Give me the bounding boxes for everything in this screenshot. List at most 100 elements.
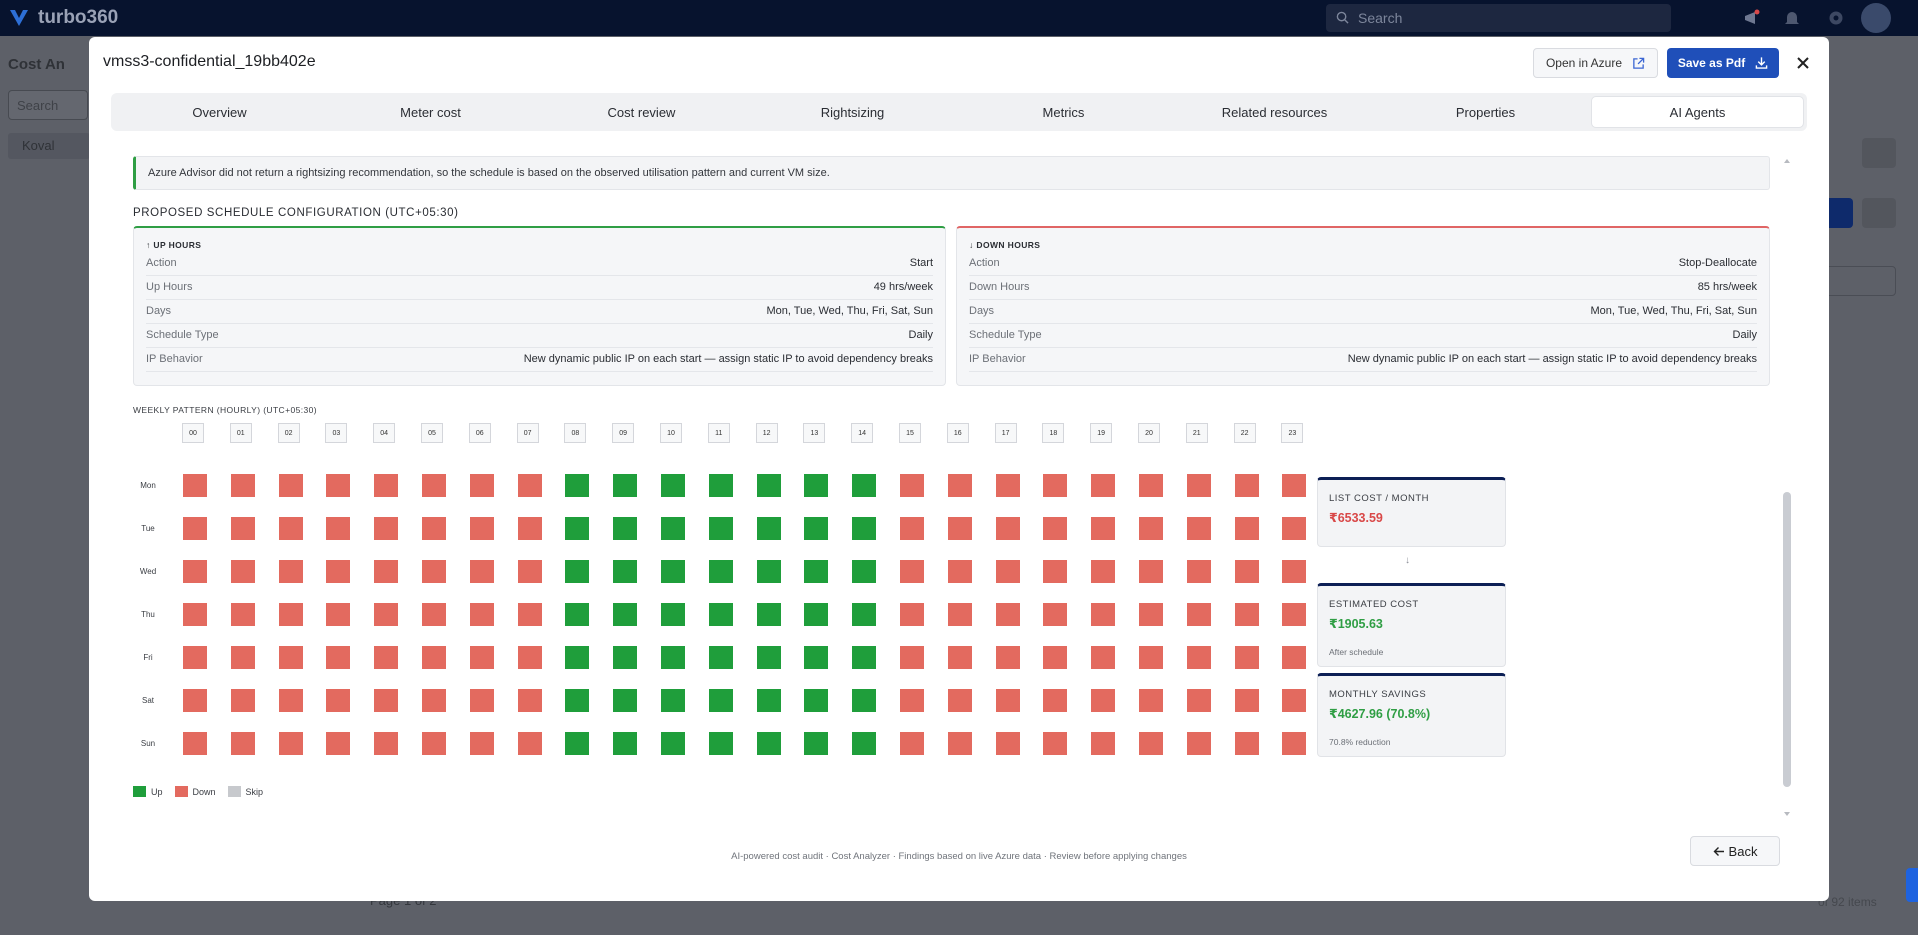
schedule-cell-down [1091,560,1116,583]
tab-cost-review[interactable]: Cost review [607,104,676,120]
hour-header: 03 [325,423,348,443]
schedule-cell-down [947,560,972,583]
schedule-cell-down [947,603,972,626]
schedule-cell-down [1282,732,1307,755]
schedule-cell-down [230,474,255,497]
up-row-hours: Up Hours 49 hrs/week [146,276,933,300]
schedule-cell-down [1043,732,1068,755]
schedule-cell-down [1091,603,1116,626]
help-tab[interactable] [1906,868,1918,902]
gear-icon[interactable] [1826,8,1846,28]
tab-ai-agents[interactable]: AI Agents [1591,96,1804,128]
legend-up: Up [133,786,163,797]
tab-related-resources[interactable]: Related resources [1221,104,1328,120]
schedule-cell-down [469,732,494,755]
row-key: Schedule Type [146,329,219,342]
up-hours-panel: ↑ UP HOURS Action Start Up Hours 49 hrs/we… [133,226,946,386]
schedule-cell-up [661,646,685,669]
schedule-cell-up [613,689,638,712]
schedule-cell-down [1043,560,1068,583]
close-button[interactable] [1791,51,1815,75]
schedule-cell-up [804,603,829,626]
tab-metrics[interactable]: Metrics [1042,104,1085,120]
tab-overview[interactable]: Overview [192,104,247,120]
row-value: New dynamic public IP on each start — as… [523,353,933,366]
schedule-cell-down [422,517,446,540]
background-grid-button[interactable] [1862,198,1896,228]
hour-header: 10 [660,423,682,443]
schedule-cell-up [756,474,781,497]
tab-properties[interactable]: Properties [1455,104,1516,120]
background-tree-item[interactable]: Koval [8,133,90,159]
schedule-cell-down [1091,646,1116,669]
row-value: Mon, Tue, Wed, Thu, Fri, Sat, Sun [766,305,933,318]
schedule-cell-down [995,517,1020,540]
row-value: 85 hrs/week [1697,281,1757,294]
schedule-cell-up [756,603,781,626]
schedule-cell-up [852,603,877,626]
ai-agents-content[interactable]: Azure Advisor did not return a rightsizi… [89,144,1829,814]
schedule-cell-down [183,646,207,669]
schedule-cell-down [278,732,303,755]
schedule-cell-down [1186,603,1211,626]
schedule-cell-down [326,474,351,497]
down-row-ip-behavior: IP Behavior New dynamic public IP on each… [969,348,1757,372]
row-key: Action [969,257,1000,270]
schedule-cell-down [947,689,972,712]
day-label: Sat [141,696,154,705]
monthly-savings-card: MONTHLY SAVINGS ₹4627.96 (70.8%) 70.8% r… [1317,673,1506,757]
background-search-input[interactable]: Search [8,90,88,120]
hour-header: 14 [851,423,874,443]
tab-meter-cost[interactable]: Meter cost [400,104,461,120]
schedule-cell-down [230,646,255,669]
schedule-cell-up [708,646,733,669]
user-avatar[interactable] [1861,3,1891,33]
schedule-cell-up [708,560,733,583]
schedule-cell-up [613,603,638,626]
vertical-scrollbar[interactable] [1783,152,1791,812]
down-arrow-icon: ↓ [1405,555,1410,566]
schedule-cell-up [852,517,877,540]
schedule-cell-down [517,560,542,583]
schedule-cell-down [326,560,351,583]
monthly-savings-value: ₹4627.96 (70.8%) [1329,707,1431,721]
save-as-pdf-button[interactable]: Save as Pdf [1667,48,1779,78]
row-key: Days [969,305,995,318]
schedule-cell-down [1139,560,1163,583]
schedule-cell-up [661,517,685,540]
schedule-cell-down [183,689,207,712]
schedule-cell-down [230,689,255,712]
hour-header: 20 [1138,423,1160,443]
up-row-action: Action Start [146,252,933,276]
scrollbar-thumb[interactable] [1783,492,1791,787]
down-row-hours: Down Hours 85 hrs/week [969,276,1757,300]
schedule-cell-down [1282,689,1307,712]
schedule-cell-down [517,732,542,755]
announcement-icon[interactable] [1742,8,1762,28]
brand[interactable]: turbo360 [8,7,118,29]
bell-icon[interactable] [1782,8,1802,28]
schedule-cell-down [1043,474,1068,497]
tab-rightsizing[interactable]: Rightsizing [820,104,885,120]
schedule-cell-up [804,517,829,540]
schedule-cell-down [517,689,542,712]
background-collapse-button[interactable] [1862,138,1896,168]
day-label: Tue [141,524,155,533]
back-button[interactable]: Back [1690,836,1780,866]
list-cost-label: LIST COST / MONTH [1329,493,1429,504]
estimated-cost-value: ₹1905.63 [1329,617,1383,631]
schedule-cell-up [661,474,685,497]
scroll-up-icon[interactable] [1783,157,1791,165]
schedule-cell-down [183,732,207,755]
schedule-heading: PROPOSED SCHEDULE CONFIGURATION (UTC+05:… [133,207,459,219]
scroll-down-icon[interactable] [1783,810,1791,818]
hour-header: 09 [612,423,635,443]
open-in-azure-button[interactable]: Open in Azure [1533,48,1658,78]
schedule-cell-down [326,517,351,540]
global-search-input[interactable]: Search [1326,4,1671,32]
schedule-cell-up [804,646,829,669]
list-cost-value: ₹6533.59 [1329,511,1383,525]
schedule-cell-down [995,732,1020,755]
schedule-cell-up [565,732,590,755]
schedule-cell-down [469,517,494,540]
